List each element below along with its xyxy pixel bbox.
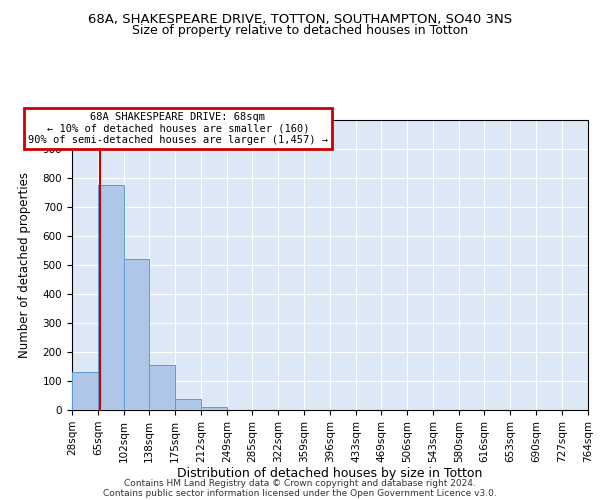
Text: 68A, SHAKESPEARE DRIVE, TOTTON, SOUTHAMPTON, SO40 3NS: 68A, SHAKESPEARE DRIVE, TOTTON, SOUTHAMP… — [88, 12, 512, 26]
Bar — [201, 406, 227, 410]
Text: Size of property relative to detached houses in Totton: Size of property relative to detached ho… — [132, 24, 468, 37]
Text: 68A SHAKESPEARE DRIVE: 68sqm
← 10% of detached houses are smaller (160)
90% of s: 68A SHAKESPEARE DRIVE: 68sqm ← 10% of de… — [28, 112, 328, 146]
Bar — [149, 365, 175, 410]
Bar — [72, 372, 98, 410]
Bar — [98, 185, 124, 410]
Text: Contains public sector information licensed under the Open Government Licence v3: Contains public sector information licen… — [103, 488, 497, 498]
X-axis label: Distribution of detached houses by size in Totton: Distribution of detached houses by size … — [178, 468, 482, 480]
Bar — [124, 259, 149, 410]
Y-axis label: Number of detached properties: Number of detached properties — [17, 172, 31, 358]
Bar — [175, 400, 201, 410]
Text: Contains HM Land Registry data © Crown copyright and database right 2024.: Contains HM Land Registry data © Crown c… — [124, 478, 476, 488]
